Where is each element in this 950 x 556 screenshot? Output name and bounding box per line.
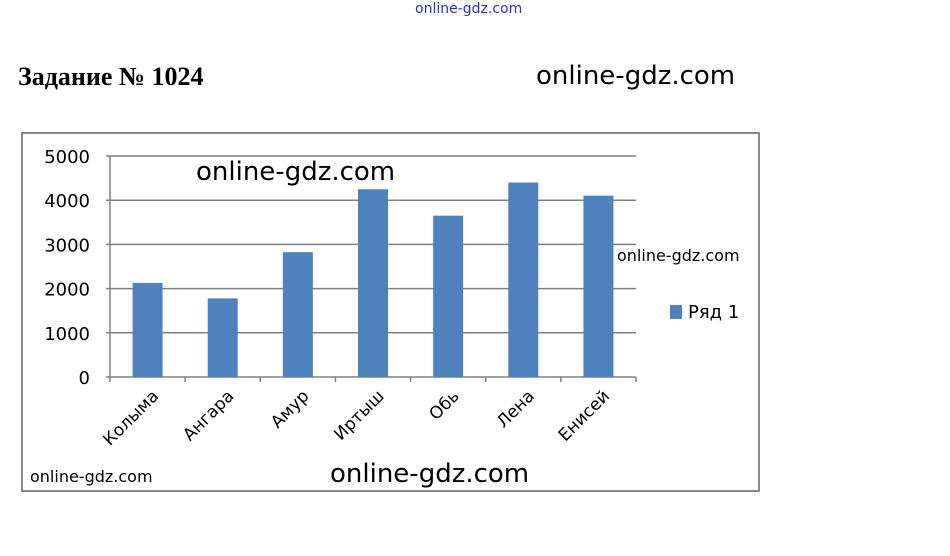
bar-Ангара	[207, 298, 238, 377]
y-tick-label: 1000	[44, 324, 90, 345]
y-tick-label: 0	[79, 368, 90, 389]
bar-Енисей	[583, 195, 614, 377]
bar-Обь	[433, 215, 464, 377]
legend-swatch	[670, 305, 682, 319]
x-tick-label: Обь	[426, 386, 464, 424]
x-tick-label: Колыма	[99, 386, 163, 450]
watermark: online-gdz.com	[30, 467, 153, 486]
watermark: online-gdz.com	[330, 459, 530, 489]
bar-Лена	[508, 182, 539, 377]
x-tick-label: Енисей	[555, 386, 614, 445]
bar-Амур	[282, 252, 313, 377]
x-tick-label: Ангара	[179, 386, 238, 445]
watermark: online-gdz.com	[617, 246, 740, 265]
watermark: online-gdz.com	[196, 157, 396, 187]
watermark: online-gdz.com	[536, 61, 736, 91]
y-tick-label: 4000	[44, 191, 90, 212]
chart-frame	[21, 132, 760, 492]
x-tick-label: Иртыш	[330, 386, 388, 444]
page-title: Задание № 1024	[18, 62, 204, 91]
y-tick-label: 5000	[44, 147, 90, 168]
x-tick-label: Амур	[267, 386, 313, 432]
legend-label: Ряд 1	[688, 302, 739, 323]
y-tick-label: 3000	[44, 235, 90, 256]
x-tick-label: Лена	[493, 386, 539, 432]
watermark-top: online-gdz.com	[415, 1, 523, 17]
y-tick-label: 2000	[44, 280, 90, 301]
bar-Иртыш	[358, 189, 388, 377]
bar-Колыма	[132, 282, 163, 377]
